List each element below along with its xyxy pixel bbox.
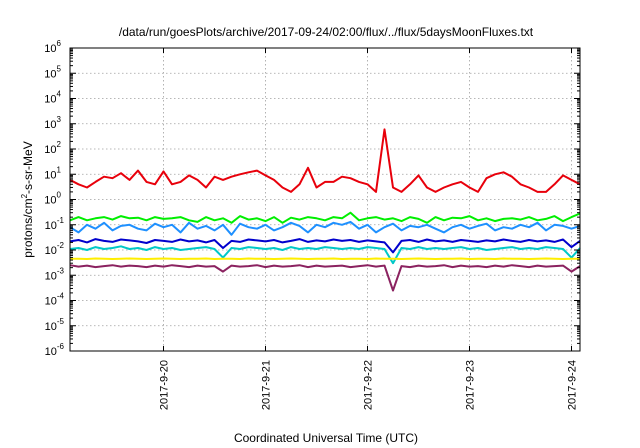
tick-layer: 2017-9-20 2017-9-21 2017-9-22 2017-9-23 2017… [44, 39, 580, 410]
series-line-6 [70, 257, 580, 260]
series-layer [69, 128, 581, 292]
y-tick-label: 103 [44, 115, 61, 131]
y-tick-label: 105 [44, 64, 61, 80]
y-tick-label: 10-3 [45, 266, 65, 282]
x-tick-label: 2017-9-20 [159, 360, 171, 410]
y-tick-label: 10-1 [45, 216, 65, 232]
y-tick-label: 101 [44, 165, 61, 181]
y-tick-label: 10-6 [45, 342, 65, 358]
y-tick-label: 10-4 [45, 292, 65, 308]
y-tick-label: 100 [44, 191, 61, 207]
x-axis-label: Coordinated Universal Time (UTC) [234, 431, 418, 445]
y-tick-label: 10-2 [45, 241, 65, 257]
x-tick-label: 2017-9-22 [363, 360, 375, 410]
y-tick-label: 104 [44, 90, 61, 106]
series-line-4 [69, 245, 581, 265]
chart-title: /data/run/goesPlots/archive/2017-09-24/0… [119, 25, 534, 39]
series-line-7 [69, 264, 581, 292]
grid-layer [70, 48, 580, 351]
y-tick-label: 102 [44, 140, 61, 156]
x-tick-label: 2017-9-24 [567, 360, 579, 410]
series-line-5 [69, 238, 581, 254]
ylabel-layer: protons/cm2-s-sr-MeV [20, 141, 35, 257]
series-line-1 [69, 128, 581, 193]
series-line-2 [69, 211, 581, 224]
y-axis-label: protons/cm2-s-sr-MeV [20, 141, 35, 257]
series-line-3 [69, 220, 581, 236]
y-tick-label: 106 [44, 39, 61, 55]
y-tick-label: 10-5 [45, 317, 65, 333]
x-tick-label: 2017-9-23 [465, 360, 477, 410]
x-tick-label: 2017-9-21 [261, 360, 273, 410]
